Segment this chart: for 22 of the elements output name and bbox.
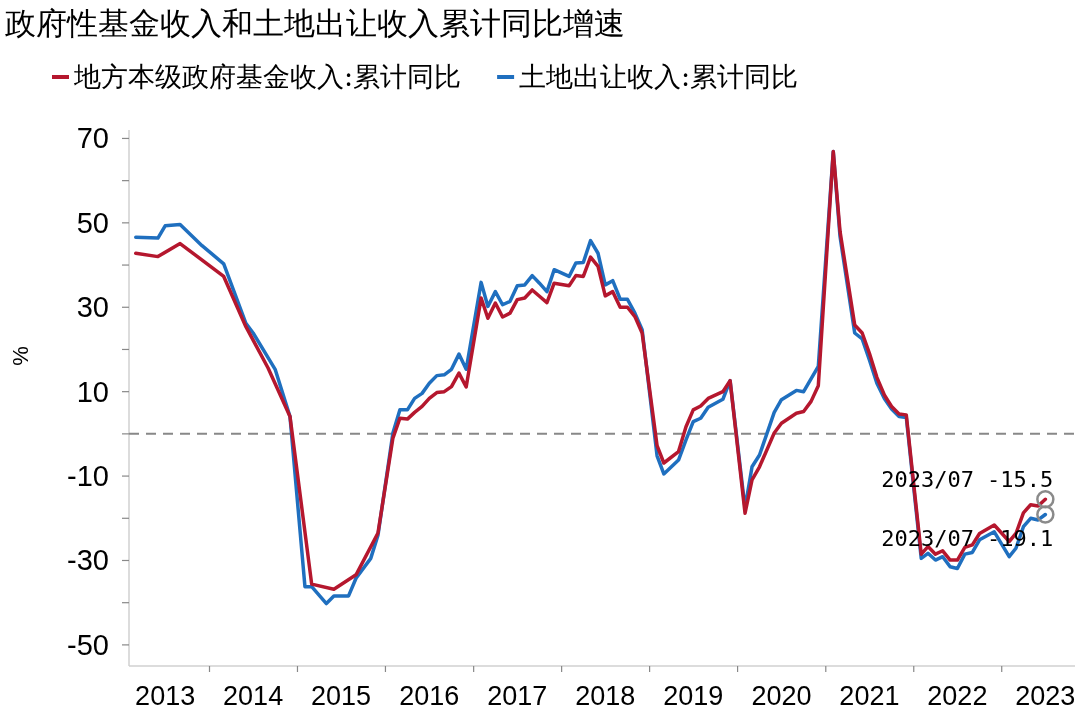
x-tick-label: 2020: [751, 681, 812, 711]
y-tick-label: -10: [67, 460, 109, 493]
legend-label: 土地出让收入:累计同比: [519, 61, 799, 92]
chart-title: 政府性基金收入和土地出让收入累计同比增速: [5, 5, 625, 41]
x-tick-label: 2022: [927, 681, 988, 711]
x-tick-label: 2019: [663, 681, 724, 711]
y-tick-label: -50: [67, 628, 109, 661]
x-tick-label: 2023: [1015, 681, 1076, 711]
y-tick-label: 50: [76, 206, 109, 239]
x-tick-label: 2015: [311, 681, 372, 711]
x-tick-label: 2016: [399, 681, 460, 711]
x-tick-label: 2021: [839, 681, 900, 711]
x-tick-label: 2018: [575, 681, 636, 711]
y-tick-label: 10: [76, 375, 109, 408]
legend-label: 地方本级政府基金收入:累计同比: [73, 61, 462, 92]
y-tick-label: 70: [76, 122, 109, 155]
x-tick-label: 2017: [487, 681, 548, 711]
y-tick-label: -30: [67, 544, 109, 577]
x-tick-label: 2013: [135, 681, 196, 711]
x-tick-label: 2014: [223, 681, 284, 711]
y-tick-label: 30: [76, 291, 109, 324]
y-axis-title: %: [8, 346, 33, 366]
